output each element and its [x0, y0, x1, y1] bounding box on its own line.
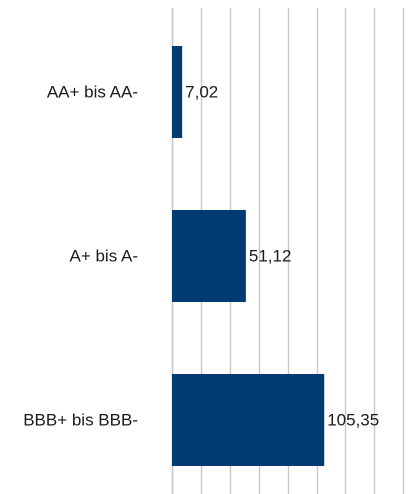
- labels: AA+ bis AA- 7,02 A+ bis A- 51,12 BBB+ bis BB…: [23, 83, 379, 430]
- bar: [172, 46, 183, 138]
- category-label: AA+ bis AA-: [47, 83, 138, 102]
- bar: [172, 374, 325, 466]
- data-label: 105,35: [327, 411, 379, 430]
- category-label: A+ bis A-: [69, 247, 138, 266]
- data-label: 51,12: [249, 247, 292, 266]
- bar: [172, 210, 246, 302]
- category-label: BBB+ bis BBB-: [23, 411, 138, 430]
- data-label: 7,02: [185, 83, 218, 102]
- gridlines: [171, 8, 405, 494]
- bars: [172, 46, 325, 466]
